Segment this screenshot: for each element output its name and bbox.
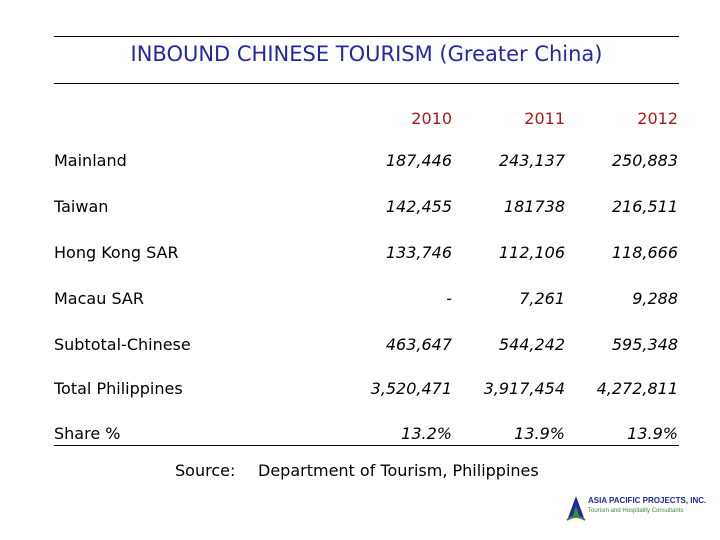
table-cell: 250,883: [611, 151, 678, 170]
table-cell: 3,520,471: [370, 379, 452, 398]
table-cell: 595,348: [611, 335, 678, 354]
row-label-subtotal-chinese: Subtotal-Chinese: [54, 335, 191, 354]
table-cell: 544,242: [498, 335, 565, 354]
table-cell: 4,272,811: [596, 379, 678, 398]
table-cell: 3,917,454: [483, 379, 565, 398]
row-label-macau-sar: Macau SAR: [54, 289, 144, 308]
table-cell: 112,106: [498, 243, 565, 262]
logo-company-name: ASIA PACIFIC PROJECTS, INC.: [588, 496, 707, 505]
source-label: Source:: [175, 461, 236, 480]
top-rule: [54, 36, 679, 37]
table-cell: 9,288: [632, 289, 678, 308]
table-cell: 243,137: [498, 151, 565, 170]
row-label-taiwan: Taiwan: [54, 197, 109, 216]
table-cell: 13.9%: [627, 424, 678, 443]
column-header-2010: 2010: [411, 109, 452, 128]
row-label-total-philippines: Total Philippines: [54, 379, 183, 398]
column-header-2012: 2012: [637, 109, 678, 128]
table-cell: -: [446, 289, 452, 308]
table-cell: 13.9%: [514, 424, 565, 443]
column-header-2011: 2011: [524, 109, 565, 128]
table-cell: 142,455: [385, 197, 452, 216]
table-cell: 187,446: [385, 151, 452, 170]
logo-tagline: Tourism and Hospitality Consultants: [588, 508, 684, 514]
table-cell: 216,511: [611, 197, 678, 216]
table-cell: 118,666: [611, 243, 678, 262]
row-label-share-percent: Share %: [54, 424, 121, 443]
table-cell: 133,746: [385, 243, 452, 262]
table-cell: 7,261: [519, 289, 565, 308]
table-cell: 181738: [503, 197, 565, 216]
table-bottom-rule: [54, 445, 679, 446]
title-underline-rule: [54, 83, 679, 84]
company-logo: ASIA PACIFIC PROJECTS, INC. Tourism and …: [566, 490, 720, 530]
source-text: Department of Tourism, Philippines: [258, 461, 539, 480]
table-cell: 13.2%: [401, 424, 452, 443]
table-cell: 463,647: [385, 335, 452, 354]
logo-mark-icon: [566, 496, 586, 521]
row-label-hong-kong-sar: Hong Kong SAR: [54, 243, 179, 262]
row-label-mainland: Mainland: [54, 151, 127, 170]
page-title: INBOUND CHINESE TOURISM (Greater China): [130, 42, 603, 66]
